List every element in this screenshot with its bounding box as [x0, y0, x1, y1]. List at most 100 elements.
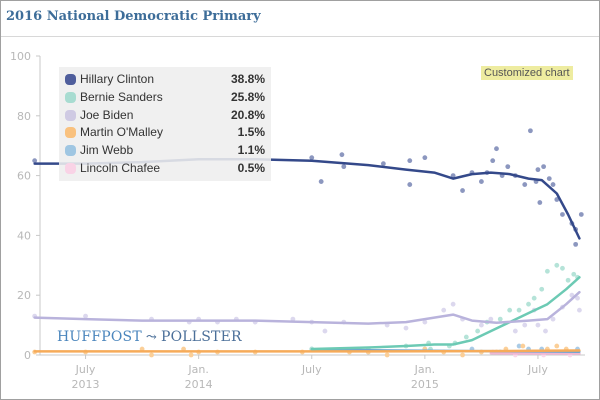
poll-point-hillary-clinton: [479, 179, 484, 184]
poll-point-martin-o-malley: [384, 352, 390, 358]
legend-value: 1.5%: [237, 125, 265, 140]
legend-item[interactable]: Joe Biden 20.8%: [65, 108, 265, 124]
poll-point-hillary-clinton: [494, 146, 499, 152]
poll-point-joe-biden: [403, 325, 409, 331]
poll-point-joe-biden: [83, 313, 88, 319]
poll-point-hillary-clinton: [522, 182, 528, 187]
poll-point-hillary-clinton: [318, 179, 324, 184]
poll-point-hillary-clinton: [546, 176, 552, 181]
x-tick-label-year: 2015: [411, 378, 439, 391]
legend-label: Bernie Sanders: [80, 89, 163, 104]
poll-point-joe-biden: [522, 322, 528, 328]
customized-chart-badge[interactable]: Customized chart: [481, 66, 573, 80]
legend-value: 1.1%: [237, 143, 265, 158]
huffpost-pollster-logo: HUFFPOST ⤳ POLLSTER: [57, 329, 242, 345]
poll-point-bernie-sanders: [560, 265, 565, 271]
legend-label: Jim Webb: [80, 143, 134, 158]
poll-point-joe-biden: [535, 322, 541, 328]
poll-point-hillary-clinton: [573, 241, 579, 247]
poll-point-martin-o-malley: [149, 352, 154, 358]
poll-point-bernie-sanders: [544, 268, 550, 274]
legend-item[interactable]: Lincoln Chafee 0.5%: [65, 161, 265, 177]
poll-point-hillary-clinton: [550, 182, 556, 187]
legend-swatch-icon: [65, 74, 76, 85]
legend-item[interactable]: Hillary Clinton 38.8%: [65, 72, 265, 88]
poll-point-hillary-clinton: [460, 188, 465, 193]
legend-value: 20.8%: [230, 107, 265, 122]
poll-point-joe-biden: [550, 316, 556, 322]
poll-point-joe-biden: [575, 295, 580, 301]
legend: Hillary Clinton 38.8% Bernie Sanders 25.8% J…: [59, 67, 271, 181]
legend-value: 25.8%: [230, 89, 265, 104]
chart-title: 2016 National Democratic Primary: [6, 9, 261, 24]
y-tick-label: 0: [24, 349, 31, 362]
poll-point-joe-biden: [322, 328, 328, 334]
poll-point-bernie-sanders: [554, 262, 560, 268]
trend-line-joe-biden: [33, 290, 581, 325]
poll-point-bernie-sanders: [463, 334, 469, 340]
poll-point-hillary-clinton: [309, 155, 315, 161]
legend-swatch-icon: [65, 163, 76, 174]
poll-point-hillary-clinton: [32, 158, 38, 164]
legend-item[interactable]: Bernie Sanders 25.8%: [65, 90, 265, 106]
swoosh-icon: ⤳: [145, 330, 157, 345]
poll-point-hillary-clinton: [407, 182, 413, 187]
legend-label: Martin O'Malley: [80, 125, 163, 140]
poll-point-hillary-clinton: [535, 167, 541, 173]
poll-point-joe-biden: [441, 307, 447, 313]
poll-point-bernie-sanders: [475, 328, 481, 334]
poll-point-bernie-sanders: [526, 301, 531, 307]
legend-value: 38.8%: [230, 72, 265, 86]
x-tick-label-year: 2013: [72, 378, 100, 391]
poll-point-joe-biden: [488, 316, 494, 322]
logo-part-1: HUFFPOST: [57, 329, 142, 345]
poll-point-martin-o-malley: [554, 343, 560, 349]
poll-point-hillary-clinton: [541, 164, 547, 170]
y-tick-label: 60: [17, 170, 31, 183]
poll-point-bernie-sanders: [516, 307, 522, 313]
poll-point-bernie-sanders: [565, 277, 571, 283]
poll-point-hillary-clinton: [380, 161, 386, 167]
legend-swatch-icon: [65, 145, 76, 157]
legend-item[interactable]: Martin O'Malley 1.5%: [65, 125, 265, 141]
legend-swatch-icon: [65, 109, 76, 121]
poll-point-jim-webb: [516, 343, 522, 349]
poll-point-joe-biden: [479, 322, 484, 328]
legend-item[interactable]: Jim Webb 1.1%: [65, 143, 265, 159]
poll-point-hillary-clinton: [407, 158, 413, 164]
x-tick-label-month: July: [301, 363, 322, 376]
poll-point-martin-o-malley: [188, 352, 194, 358]
x-tick-label-month: July: [527, 363, 548, 376]
poll-point-joe-biden: [543, 328, 548, 334]
poll-point-hillary-clinton: [578, 212, 584, 217]
poll-point-joe-biden: [450, 301, 456, 307]
poll-point-martin-o-malley: [520, 343, 526, 349]
x-tick-label-month: July: [75, 363, 96, 376]
poll-point-hillary-clinton: [490, 158, 496, 164]
poll-point-bernie-sanders: [507, 307, 513, 313]
legend-value: 0.5%: [237, 161, 265, 175]
poll-point-hillary-clinton: [450, 173, 456, 179]
legend-swatch-icon: [65, 127, 76, 139]
legend-label: Lincoln Chafee: [80, 161, 161, 175]
poll-point-hillary-clinton: [422, 155, 428, 161]
poll-point-bernie-sanders: [539, 286, 545, 292]
poll-point-bernie-sanders: [531, 295, 537, 301]
y-tick-label: 100: [10, 50, 31, 63]
x-tick-label-month: Jan.: [414, 363, 435, 376]
poll-point-martin-o-malley: [460, 352, 465, 358]
poll-point-hillary-clinton: [528, 128, 533, 134]
poll-point-joe-biden: [512, 328, 518, 334]
poll-point-hillary-clinton: [341, 164, 347, 170]
y-tick-label: 40: [17, 229, 31, 242]
trend-line-martin-o-malley: [33, 349, 581, 353]
poll-point-bernie-sanders: [571, 271, 577, 277]
logo-part-2: POLLSTER: [160, 329, 242, 345]
poll-point-joe-biden: [422, 319, 428, 325]
y-tick-label: 80: [17, 110, 31, 123]
legend-label: Hillary Clinton: [80, 72, 155, 86]
trend-line-bernie-sanders: [310, 276, 581, 351]
poll-point-hillary-clinton: [537, 200, 543, 205]
x-tick-label-year: 2014: [185, 378, 213, 391]
title-divider: [1, 36, 599, 37]
